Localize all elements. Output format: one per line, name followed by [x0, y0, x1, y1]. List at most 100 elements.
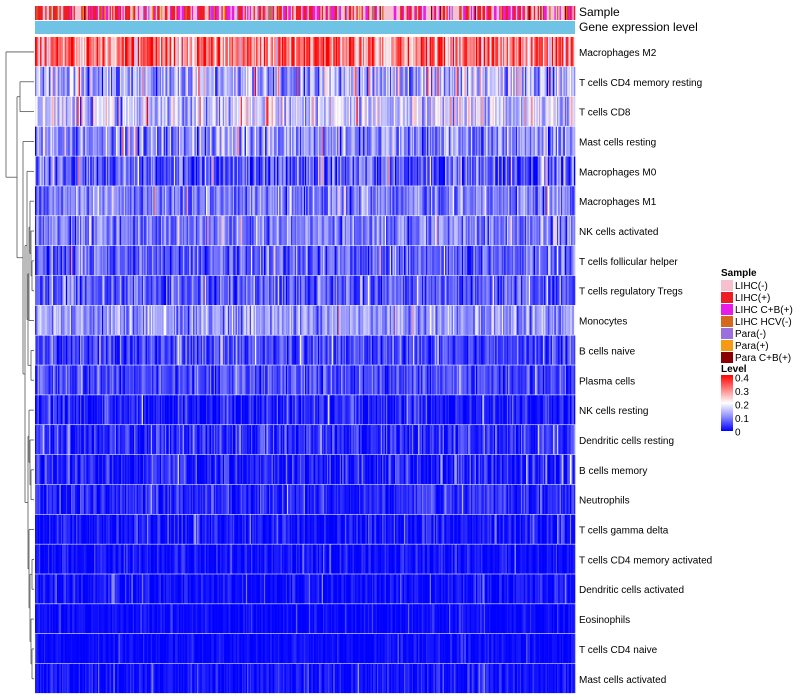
heatmap-cell [294, 126, 297, 156]
heatmap-cell [46, 335, 49, 365]
heatmap-cell [564, 245, 567, 276]
sample-annotation-cell [517, 6, 519, 20]
heatmap-cell [514, 305, 517, 335]
heatmap-cell [342, 305, 344, 335]
heatmap-cell [158, 126, 161, 156]
heatmap-cell [163, 96, 166, 126]
heatmap-cell [450, 245, 452, 276]
heatmap-cell [251, 305, 253, 335]
heatmap-cell [514, 66, 517, 97]
heatmap-cell [490, 126, 492, 156]
heatmap-cell [256, 335, 258, 365]
heatmap-cell [458, 275, 460, 306]
heatmap-cell [377, 305, 379, 335]
heatmap-cell [460, 275, 463, 306]
heatmap-cell [328, 156, 330, 186]
heatmap-cell [348, 305, 351, 335]
heatmap-cell [573, 216, 576, 246]
heatmap-cell [175, 186, 177, 216]
heatmap-cell [459, 216, 461, 246]
heatmap-cell [161, 156, 163, 186]
heatmap-cell [220, 37, 222, 67]
heatmap-cell [284, 216, 287, 246]
heatmap-cell [312, 275, 315, 306]
sample-annotation-cell [193, 6, 195, 20]
heatmap-cell [83, 66, 86, 97]
heatmap-cell [40, 335, 42, 365]
heatmap-cell [199, 305, 202, 335]
heatmap-cell [72, 305, 74, 335]
heatmap-cell [190, 156, 193, 186]
heatmap-cell [352, 335, 355, 365]
heatmap-cell [37, 66, 40, 97]
sample-annotation-cell [438, 6, 441, 20]
heatmap-cell [293, 186, 296, 216]
heatmap-cell [38, 37, 41, 67]
heatmap-cell [131, 37, 134, 67]
heatmap-cell [571, 37, 573, 67]
heatmap-cell [451, 66, 454, 97]
heatmap-cell [292, 275, 294, 306]
heatmap-cell [494, 275, 496, 306]
heatmap-cell [474, 245, 477, 276]
sample-annotation-cell [310, 6, 312, 20]
heatmap-cell [157, 186, 159, 216]
heatmap-cell [357, 126, 360, 156]
heatmap-cell [105, 305, 108, 335]
heatmap-cell [146, 275, 149, 306]
heatmap-cell [506, 275, 509, 306]
heatmap-cell [224, 305, 226, 335]
heatmap-cell [45, 37, 47, 67]
heatmap-cell [258, 305, 261, 335]
heatmap-cell [77, 126, 80, 156]
heatmap-cell [185, 96, 188, 126]
heatmap-cell [532, 245, 535, 276]
sample-annotation-cell [428, 6, 431, 20]
heatmap-cell [328, 216, 330, 246]
heatmap-cell [287, 305, 289, 335]
heatmap-cell [260, 66, 262, 97]
sample-annotation-cell [456, 6, 459, 20]
heatmap-cell [185, 126, 188, 156]
heatmap-cell [164, 216, 167, 246]
heatmap-cell [346, 216, 348, 246]
heatmap-cell [483, 37, 486, 67]
heatmap-cell [555, 96, 558, 126]
heatmap-cell [515, 66, 518, 97]
heatmap-cell [361, 245, 364, 276]
heatmap-cell [418, 275, 420, 306]
heatmap-cell [463, 126, 465, 156]
heatmap-cell [227, 37, 230, 67]
heatmap-cell [352, 96, 355, 126]
heatmap-cell [167, 305, 170, 335]
heatmap-cell [406, 335, 409, 365]
heatmap-cell [283, 275, 285, 306]
heatmap-cell [419, 335, 422, 365]
heatmap-cell [501, 96, 504, 126]
heatmap-cell [113, 126, 116, 156]
heatmap-cell [45, 126, 47, 156]
heatmap-cell [333, 37, 335, 67]
heatmap-cell [150, 126, 153, 156]
heatmap-cell [104, 245, 107, 276]
heatmap-cell [419, 305, 422, 335]
heatmap-cell [496, 156, 499, 186]
sample-annotation-cell [458, 6, 460, 20]
heatmap-cell [158, 216, 161, 246]
heatmap-cell [78, 245, 81, 276]
heatmap-cell [82, 305, 85, 335]
heatmap-cell [485, 156, 487, 186]
heatmap-cell [424, 305, 427, 335]
heatmap-cell [326, 96, 329, 126]
heatmap-cell [504, 216, 506, 246]
heatmap-cell [383, 245, 386, 276]
heatmap-cell [297, 66, 299, 97]
heatmap-cell [227, 156, 230, 186]
heatmap-cell [531, 126, 533, 156]
heatmap-cell [62, 305, 64, 335]
heatmap-cell [244, 275, 247, 306]
heatmap-cell [136, 126, 139, 156]
heatmap-cell [105, 216, 108, 246]
heatmap-cell [553, 37, 555, 67]
heatmap-cell [161, 186, 163, 216]
